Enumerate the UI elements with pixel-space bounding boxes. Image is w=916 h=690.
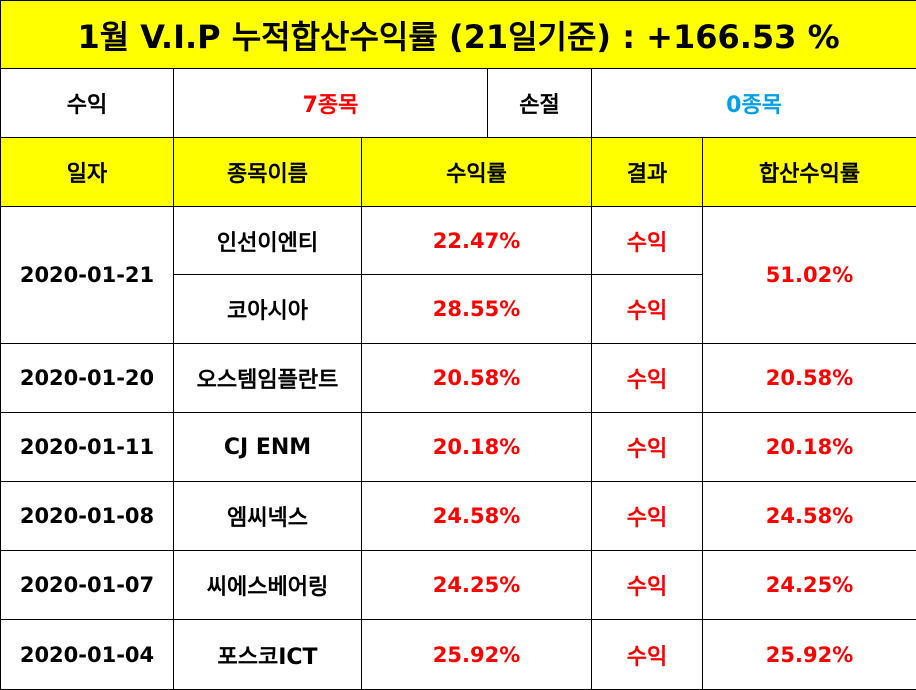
result-badge: 수익: [591, 206, 703, 275]
total-rate: 24.25%: [701, 550, 916, 620]
header-date: 일자: [0, 137, 174, 207]
stock-name: 포스코ICT: [173, 619, 362, 690]
return-rate: 25.92%: [361, 619, 592, 690]
stock-name: 엠씨넥스: [173, 481, 362, 551]
table-row: 2020-01-20 오스템임플란트 20.58% 수익 20.58%: [0, 343, 916, 413]
date-cell: 2020-01-11: [0, 412, 174, 482]
result-badge: 수익: [591, 481, 703, 551]
result-badge: 수익: [591, 619, 703, 690]
result-badge: 수익: [591, 550, 703, 620]
result-badge: 수익: [591, 343, 703, 413]
stock-name: CJ ENM: [173, 412, 362, 482]
result-badge: 수익: [591, 274, 703, 344]
date-cell: 2020-01-08: [0, 481, 174, 551]
stock-name: 코아시아: [173, 274, 362, 344]
table-row: 2020-01-08 엠씨넥스 24.58% 수익 24.58%: [0, 481, 916, 551]
table-row: 2020-01-07 씨에스베어링 24.25% 수익 24.25%: [0, 550, 916, 620]
loss-count: 0종목: [590, 68, 916, 138]
loss-label: 손절: [487, 68, 592, 138]
return-rate: 24.58%: [361, 481, 592, 551]
date-cell: 2020-01-04: [0, 619, 174, 690]
return-rate: 22.47%: [361, 206, 592, 275]
date-cell: 2020-01-07: [0, 550, 174, 620]
return-rate: 20.58%: [361, 343, 592, 413]
stock-name: 씨에스베어링: [173, 550, 362, 620]
date-cell: 2020-01-21: [0, 206, 174, 344]
result-badge: 수익: [591, 412, 703, 482]
header-row: 일자 종목이름 수익률 결과 합산수익률: [0, 137, 916, 207]
header-name: 종목이름: [173, 137, 362, 207]
return-rate: 24.25%: [361, 550, 592, 620]
table-row: 2020-01-21 인선이엔티 22.47% 수익 51.02%: [0, 206, 916, 344]
table-row: 2020-01-04 포스코ICT 25.92% 수익 25.92%: [0, 619, 916, 690]
header-total: 합산수익률: [701, 137, 916, 207]
header-rate: 수익률: [361, 137, 592, 207]
table-row: 2020-01-11 CJ ENM 20.18% 수익 20.18%: [0, 412, 916, 482]
header-result: 결과: [591, 137, 703, 207]
total-rate: 51.02%: [701, 206, 916, 344]
table-row: 코아시아 28.55% 수익: [1, 274, 916, 344]
title-row: 1월 V.I.P 누적합산수익률 (21일기준) : +166.53 %: [0, 0, 916, 69]
stock-name: 인선이엔티: [173, 206, 362, 275]
total-rate: 25.92%: [701, 619, 916, 690]
stock-name: 오스템임플란트: [173, 343, 362, 413]
return-rate: 20.18%: [361, 412, 592, 482]
total-rate: 20.18%: [701, 412, 916, 482]
total-rate: 24.58%: [701, 481, 916, 551]
profit-count: 7종목: [173, 68, 488, 138]
page-title: 1월 V.I.P 누적합산수익률 (21일기준) : +166.53 %: [0, 0, 916, 69]
date-cell: 2020-01-20: [0, 343, 174, 413]
total-rate: 20.58%: [701, 343, 916, 413]
return-rate: 28.55%: [361, 274, 592, 344]
summary-row: 수익 7종목 손절 0종목: [0, 68, 916, 138]
profit-label: 수익: [0, 68, 174, 138]
